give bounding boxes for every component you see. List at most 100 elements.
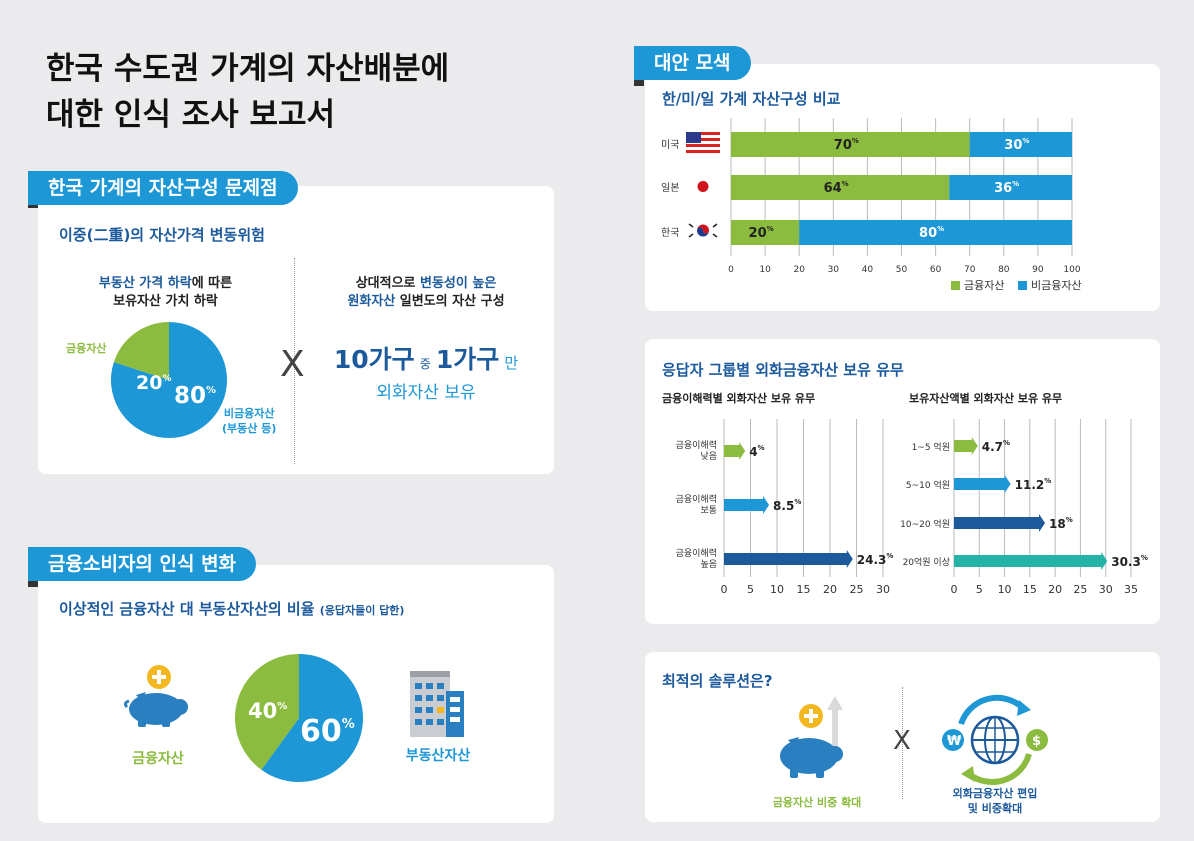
category-label: 높음: [700, 559, 717, 570]
globe-exchange-icon: ₩ $: [942, 694, 1048, 786]
section1-divider: [294, 258, 295, 464]
country-flags: [686, 132, 720, 241]
x-tick-label: 20: [1048, 583, 1062, 596]
bar-segment: [731, 132, 970, 157]
x-tick-label: 25: [1073, 583, 1087, 596]
pie2-slices: [235, 654, 363, 782]
pie1-chart: 80%20%: [111, 322, 227, 438]
page-title-line1: 한국 수도권 가계의 자산배분에: [46, 51, 450, 87]
section1-left-highlight: 부동산 가격 하락: [98, 276, 192, 291]
section4-card: 응답자 그룹별 외화금융자산 보유 유무 금융이해력별 외화자산 보유 유무 보…: [645, 339, 1160, 624]
x-tick-label: 10: [998, 583, 1012, 596]
data-label: 4%: [749, 444, 764, 459]
data-label: 24.3%: [857, 552, 894, 567]
pie1-pct-nonfin: 80%: [174, 383, 216, 409]
x-tick-label: 30: [828, 265, 840, 275]
arrow-bar: [954, 514, 1046, 532]
literacy-bar-chart: 0 5 10 15 20 25 304%금융이해력낮음8.5%금융이해력보통24.3%금융이…: [676, 419, 894, 596]
svg-text:$: $: [1032, 734, 1041, 749]
pie1-label-financial: 금융자산: [66, 342, 107, 355]
x-tick-label: 80: [998, 265, 1010, 275]
section1-big-stat: 10가구 중 1가구 만: [298, 340, 554, 376]
pie2-chart: 60% 40%: [235, 654, 363, 782]
section2-subtitle: 이상적인 금융자산 대 부동산자산의 비율 (응답자들이 답한): [59, 598, 404, 619]
pie2-pct-re-value: 60: [300, 714, 342, 749]
pie1-label-nonfin-1: 비금융자산: [223, 407, 275, 420]
x-tick-label: 50: [896, 265, 908, 275]
section5-title: 최적의 솔루션은?: [662, 672, 773, 690]
pie2-slice-1: [235, 654, 299, 770]
section1-left-heading: 부동산 가격 하락에 따른 보유자산 가치 하락: [38, 275, 293, 311]
legend-swatch-financial: [951, 281, 960, 290]
section5-label-right-2: 및 비중확대: [967, 802, 1023, 815]
pie1-label-nonfin: 비금융자산 (부동산 등): [222, 406, 276, 436]
arrow-bar: [724, 496, 770, 514]
x-tick-label: 0: [721, 583, 728, 596]
section2-subtitle-note: (응답자들이 답한): [319, 604, 405, 617]
section1-right-highlight-a: 변동성이 높은: [420, 276, 497, 291]
page-title-line2: 대한 인식 조사 보고서: [46, 97, 336, 133]
category-label: 20억원 이상: [903, 556, 950, 568]
pie1-slices: [111, 322, 227, 438]
x-tick-label: 10: [759, 265, 771, 275]
x-tick-label: 30: [876, 583, 890, 596]
data-label: 8.5%: [773, 498, 801, 513]
x-tick-label: 15: [1023, 583, 1037, 596]
pie1-pct-nonfin-sign: %: [206, 385, 216, 396]
x-tick-label: 5: [976, 583, 983, 596]
pie1-pct-fin: 20%: [136, 372, 171, 394]
section1-right-text-a: 상대적으로: [355, 276, 421, 291]
piggy-bank-growth-icon: [780, 696, 843, 778]
pie2-pct-fin: 40%: [248, 699, 287, 723]
x-tick-label: 10: [770, 583, 784, 596]
section2-tab: 금융소비자의 인식 변화: [28, 547, 257, 581]
pie1-pct-fin-sign: %: [162, 374, 171, 384]
building-icon: [410, 671, 464, 737]
section5-x-mark: X: [893, 726, 911, 756]
x-tick-label: 25: [850, 583, 864, 596]
section3-tab-fold: [634, 76, 644, 86]
section1-subtitle: 이중(二重)의 자산가격 변동위험: [59, 226, 265, 244]
stacked-bar-legend: 금융자산 비금융자산: [951, 279, 1082, 292]
pie1-slice-1: [113, 322, 169, 380]
page-title: 한국 수도권 가계의 자산배분에 대한 인식 조사 보고서: [46, 46, 449, 138]
arrow-bar: [954, 437, 978, 455]
x-tick-label: 70: [964, 265, 976, 275]
category-label: 낮음: [700, 451, 717, 462]
section4-title: 응답자 그룹별 외화금융자산 보유 유무: [662, 361, 904, 379]
pie2-pct-re-sign: %: [342, 717, 355, 732]
x-tick-label: 0: [728, 265, 734, 275]
x-tick-label: 15: [797, 583, 811, 596]
x-tick-label: 20: [823, 583, 837, 596]
bar-segment: [799, 220, 1072, 245]
stacked-bar-chart: 0 10 20 30 40 50 60 70 80 90 100 미국 70% 30%일본 64% 36%한…: [661, 118, 1082, 292]
data-label: 11.2%: [1015, 477, 1052, 492]
category-label: 일본: [661, 182, 679, 194]
arrow-bar-charts: 0 5 10 15 20 25 304%금융이해력낮음8.5%금융이해력보통24.3%금융이…: [676, 419, 1148, 596]
pie2-pct-fin-value: 40: [248, 699, 277, 723]
section5-label-right-1: 외화금융자산 편입: [952, 787, 1038, 800]
big-stat-jung: 중: [419, 357, 431, 371]
x-tick-label: 20: [793, 265, 805, 275]
x-tick-label: 35: [1124, 583, 1138, 596]
section1-tab: 한국 가계의 자산구성 문제점: [28, 171, 298, 205]
category-label: 금융이해력: [676, 493, 717, 505]
arrow-bar: [954, 475, 1011, 493]
section1-x-mark: X: [280, 344, 305, 385]
section2-label-fin: 금융자산: [132, 751, 184, 767]
pie2-slice-0: [261, 654, 363, 782]
category-label: 10~20 억원: [900, 518, 950, 530]
section5-label-left: 금융자산 비중 확대: [772, 796, 862, 809]
section1-right-text-b: 일변도의 자산 구성: [395, 294, 505, 309]
section1-right-heading: 상대적으로 변동성이 높은 원화자산 일변도의 자산 구성: [298, 275, 554, 311]
section1-card: 이중(二重)의 자산가격 변동위험 부동산 가격 하락에 따른 보유자산 가치 …: [38, 186, 554, 474]
section2-subtitle-text: 이상적인 금융자산 대 부동산자산의 비율: [59, 600, 315, 618]
category-label: 금융이해력: [676, 547, 717, 559]
category-label: 미국: [661, 139, 679, 151]
legend-financial: 금융자산: [964, 279, 1004, 292]
piggy-bank-icon: [124, 665, 188, 727]
section3-subtitle: 한/미/일 가계 자산구성 비교: [662, 90, 841, 108]
pie1-label-nonfin-2: (부동산 등): [222, 422, 277, 435]
big-stat-man: 만: [504, 354, 519, 372]
category-label: 5~10 억원: [906, 479, 950, 491]
